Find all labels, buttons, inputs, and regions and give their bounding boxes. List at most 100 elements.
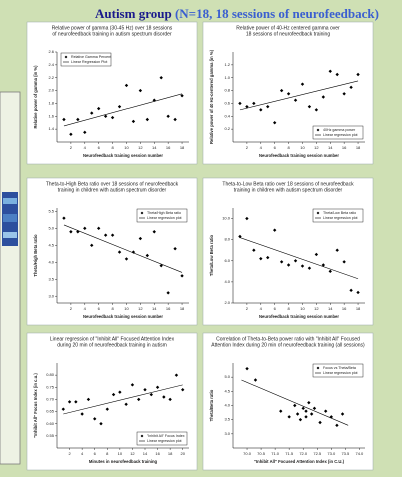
y-tick-label: 1.0: [224, 75, 230, 80]
x-tick-label: 16: [166, 306, 171, 311]
x-tick-label: 18: [180, 306, 185, 311]
x-tick-label: 16: [342, 306, 347, 311]
x-tick-label: 10: [300, 306, 305, 311]
x-tick-label: 10: [124, 145, 129, 150]
x-tick-label: 71.5: [285, 451, 294, 456]
y-tick-label: 2.2: [48, 75, 54, 80]
legend-label: Relative Gamma Percent: [71, 55, 111, 59]
x-axis-label: Minutes in neurofeedback training: [89, 459, 158, 464]
y-tick-label: 0.80: [46, 372, 55, 377]
x-tick-label: 10: [124, 306, 129, 311]
chart-panel: Relative power of 40-Hz centered gamma o…: [203, 22, 373, 164]
legend: "Inhibit All" Focus IndexLinear regressi…: [137, 432, 187, 445]
header: Autism group (N=18, 18 sessions of neuro…: [95, 6, 379, 21]
legend: Relative Gamma PercentLinear Regression …: [61, 53, 111, 66]
y-tick-label: 5.0: [48, 225, 54, 230]
chart-title: Attention Index during 20 min of neurofe…: [211, 342, 365, 348]
y-tick-label: 0.75: [46, 384, 55, 389]
y-tick-label: 3.5: [48, 276, 54, 281]
x-tick-label: 18: [168, 451, 173, 456]
y-tick-label: 0.55: [46, 433, 55, 438]
chart-panel: Relative power of gamma (30-45 Hz) over …: [27, 22, 197, 164]
legend-label: Focus vs Theta/Beta: [323, 366, 356, 370]
x-tick-label: 71.0: [271, 451, 280, 456]
x-tick-label: 70.5: [257, 451, 266, 456]
y-tick-label: 0.2: [224, 126, 230, 131]
chart-panel: Theta-to-High Beta ratio over 18 session…: [27, 178, 197, 325]
y-tick-label: 10.0: [222, 216, 231, 221]
y-tick-label: 6.0: [224, 258, 230, 263]
y-tick-label: 2.6: [48, 49, 54, 54]
legend-label: Theta/High Beta ratio: [147, 211, 181, 215]
y-tick-label: 2.4: [48, 62, 54, 67]
legend-label: 40Hz gamma power: [323, 128, 356, 132]
chart-title: training in children with autism spectru…: [234, 187, 343, 193]
chart-panel: Correlation of Theta-to-Beta power ratio…: [203, 333, 373, 470]
side-strip: [0, 92, 20, 464]
x-axis-label: Neurofeedback training session number: [259, 153, 339, 158]
x-tick-label: 14: [152, 145, 157, 150]
panel-background: [27, 333, 197, 470]
side-image-band: [3, 214, 17, 222]
y-tick-label: 1.4: [48, 126, 54, 131]
side-image-band: [3, 232, 17, 238]
y-tick-label: 0.65: [46, 409, 55, 414]
chart-panel: Linear regression of "Inhibit All" Focus…: [27, 333, 197, 470]
x-tick-label: 12: [314, 145, 319, 150]
legend-label: Linear regression plot: [323, 371, 358, 375]
legend-label: Linear regression plot: [323, 133, 358, 137]
y-tick-label: 0.4: [224, 113, 230, 118]
y-tick-label: 4.0: [224, 403, 230, 408]
x-tick-label: 14: [143, 451, 148, 456]
legend: 40Hz gamma powerLinear regression plot: [313, 126, 363, 139]
chart-title: 18 sessions of neurofeedback training: [246, 31, 330, 37]
y-tick-label: 3.0: [224, 431, 230, 436]
y-tick-label: 0.70: [46, 396, 55, 401]
x-axis-label: Neurofeedback training session number: [259, 314, 339, 319]
y-tick-label: 4.0: [48, 259, 54, 264]
legend-label: Linear regression plot: [147, 216, 182, 220]
x-tick-label: 14: [328, 306, 333, 311]
chart-title: of neurofeedback training in autism spec…: [52, 31, 172, 37]
x-tick-label: 10: [118, 451, 123, 456]
y-tick-label: 0.8: [224, 88, 230, 93]
y-axis-label: Theta/Low Beta ratio: [209, 234, 214, 276]
header-subtitle: (N=18, 18 sessions of neurofeedback): [175, 6, 379, 21]
y-axis-label: "Inhibit All" Focus Index (in c.u.): [33, 373, 38, 438]
y-axis-label: Relative power of 40 Hz-centered gamma (…: [209, 49, 214, 144]
side-frame: [0, 92, 20, 464]
header-title: Autism group: [95, 6, 172, 21]
x-tick-label: 73.5: [341, 451, 350, 456]
y-tick-label: 3.0: [48, 293, 54, 298]
legend-label: "Inhibit All" Focus Index: [147, 434, 185, 438]
y-tick-label: 2.0: [224, 300, 230, 305]
legend: Theta/Low Beta ratioLinear regression pl…: [313, 209, 363, 222]
panel-background: [27, 22, 197, 164]
x-tick-label: 18: [180, 145, 185, 150]
legend-label: Linear regression plot: [147, 439, 182, 443]
x-tick-label: 14: [152, 306, 157, 311]
x-tick-label: 16: [155, 451, 160, 456]
y-tick-label: 3.5: [224, 417, 230, 422]
page: Autism group (N=18, 18 sessions of neuro…: [0, 0, 402, 477]
y-tick-label: 4.5: [224, 388, 230, 393]
y-tick-label: 0.60: [46, 421, 55, 426]
slide: Autism group (N=18, 18 sessions of neuro…: [0, 0, 402, 477]
x-tick-label: 72.0: [299, 451, 308, 456]
y-axis-label: Relative power of gamma (in %): [33, 65, 38, 129]
x-tick-label: 73.0: [327, 451, 336, 456]
y-tick-label: 1.6: [48, 113, 54, 118]
x-tick-label: 72.5: [313, 451, 322, 456]
x-tick-label: 70.0: [243, 451, 252, 456]
y-tick-label: 5.5: [48, 208, 54, 213]
y-tick-label: 4.5: [48, 242, 54, 247]
x-tick-label: 12: [314, 306, 319, 311]
x-tick-label: 12: [130, 451, 135, 456]
y-tick-label: 8.0: [224, 237, 230, 242]
y-tick-label: 4.0: [224, 279, 230, 284]
x-tick-label: 18: [356, 306, 361, 311]
y-tick-label: 2.0: [48, 88, 54, 93]
legend-label: Linear regression plot: [323, 216, 358, 220]
